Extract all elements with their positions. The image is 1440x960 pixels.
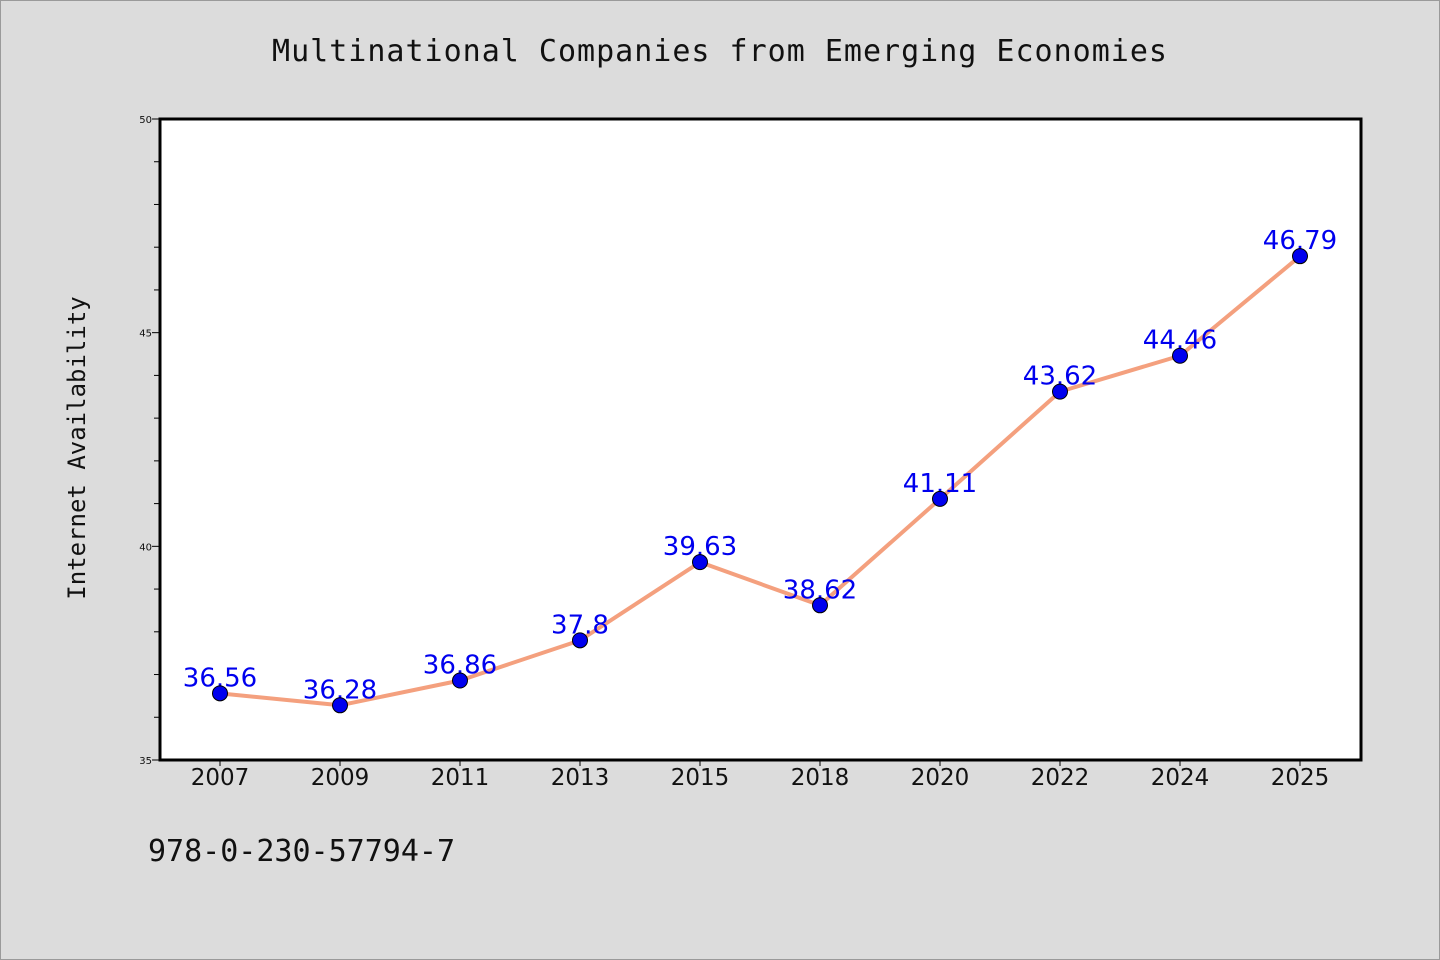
x-tick-label: 2020 (911, 765, 970, 791)
y-axis: 35 40 45 50 (139, 115, 160, 767)
y-tick-label: 50 (139, 115, 152, 126)
plot-area (158, 117, 1363, 762)
data-point-marker (812, 597, 828, 614)
y-axis-title: Internet Availability (63, 296, 91, 599)
x-tick-label: 2018 (791, 765, 850, 791)
x-tick-label: 2011 (431, 765, 490, 791)
x-tick-label: 2015 (671, 765, 730, 791)
x-axis: 2007 2009 2011 2013 2015 2018 2020 2022 2024 2025 (191, 760, 1330, 791)
x-tick-label: 2022 (1031, 765, 1090, 791)
data-point-marker (932, 490, 948, 507)
footer-isbn: 978-0-230-57794-7 (148, 834, 456, 869)
data-point-marker (692, 554, 708, 571)
data-point-marker (1052, 383, 1068, 400)
data-point-marker (332, 697, 348, 714)
data-point-marker (572, 632, 588, 649)
chart-title: Multinational Companies from Emerging Ec… (272, 34, 1168, 69)
data-point-marker (1292, 248, 1308, 265)
data-point-marker (212, 685, 228, 702)
data-point-marker (1172, 347, 1188, 364)
x-tick-label: 2025 (1271, 765, 1330, 791)
y-tick-label: 35 (139, 756, 152, 767)
series-line (218, 254, 1302, 708)
series-layer: 36.56 36.2836.8637.839.6338.6241.1143.624… (183, 226, 1337, 714)
x-tick-label: 2007 (191, 765, 250, 791)
x-tick-label: 2013 (551, 765, 610, 791)
y-tick-label: 40 (139, 542, 152, 553)
x-tick-label: 2024 (1151, 765, 1210, 791)
y-tick-label: 45 (139, 329, 152, 340)
x-tick-label: 2009 (311, 765, 370, 791)
data-point-marker (452, 672, 468, 689)
